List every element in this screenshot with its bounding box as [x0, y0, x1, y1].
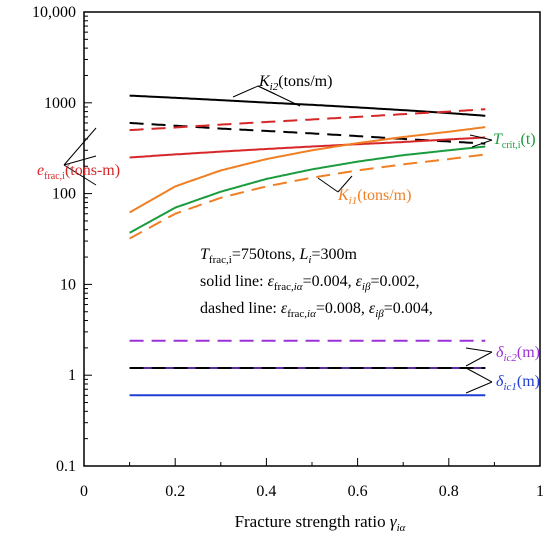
- tick-labels: 0.1 1 10 100 1000 10,000 0 0.2 0.4 0.6 0.8 1: [32, 4, 544, 500]
- plot-lines: [129, 94, 486, 397]
- leader-line-2: [63, 127, 97, 166]
- series-line-Tcrit-solid-4: [129, 145, 486, 234]
- x-tick-label: 0.6: [348, 483, 368, 500]
- y-tick-label: 0.1: [56, 458, 76, 475]
- label-tcrit: Tcrit,i(t): [493, 131, 536, 151]
- series-line-efrac-solid-2: [129, 136, 486, 159]
- label-delta-ic2: δic2(m): [496, 344, 540, 364]
- x-tick-label: 0.4: [256, 483, 276, 500]
- axes: [83, 11, 541, 467]
- label-ki1: Ki1(tons/m): [337, 187, 411, 207]
- label-delta-ic1: δic1(m): [496, 373, 540, 393]
- y-tick-label: 100: [52, 186, 76, 203]
- leader-line-8: [337, 175, 353, 193]
- y-tick-label: 10: [60, 276, 76, 293]
- y-tick-label: 1000: [44, 95, 76, 112]
- leader-line-9: [465, 347, 493, 353]
- annotation-params: Tfrac,i=750tons, Li=300m: [200, 246, 358, 266]
- leader-line-7: [317, 177, 339, 193]
- series-line-Ki1-solid-5: [129, 126, 486, 214]
- leader-line-10: [465, 351, 493, 367]
- series-line-efrac-dashed-3: [129, 108, 486, 132]
- series-line-Ki2-dashed-1: [129, 121, 486, 145]
- series-line-Ki2-solid-0: [129, 94, 486, 117]
- y-tick-label: 1: [68, 367, 76, 384]
- leader-lines: [63, 85, 493, 394]
- series-line-Ki1-dashed-6: [129, 153, 486, 240]
- y-tick-label: 10,000: [32, 4, 76, 21]
- x-tick-label: 0.2: [165, 483, 185, 500]
- x-tick-label: 0.8: [439, 483, 459, 500]
- leader-line-6: [471, 139, 493, 148]
- x-tick-label: 0: [80, 483, 88, 500]
- leader-line-12: [465, 367, 493, 383]
- x-tick-label: 1: [536, 483, 544, 500]
- leader-line-3: [63, 155, 97, 166]
- leader-line-11: [465, 381, 493, 394]
- leader-line-1: [257, 85, 301, 107]
- annotation-dashed-line: dashed line: εfrac,iα=0.008, εiβ=0.004,: [200, 300, 433, 320]
- x-axis-title: Fracture strength ratio γiα: [235, 512, 406, 534]
- leader-line-5: [469, 134, 493, 141]
- leader-line-4: [63, 164, 97, 186]
- label-efrac: efrac,i(tons-m): [37, 162, 120, 182]
- annotation-solid-line: solid line: εfrac,iα=0.004, εiβ=0.002,: [200, 273, 419, 293]
- label-ki2: Ki2(tons/m): [258, 73, 332, 93]
